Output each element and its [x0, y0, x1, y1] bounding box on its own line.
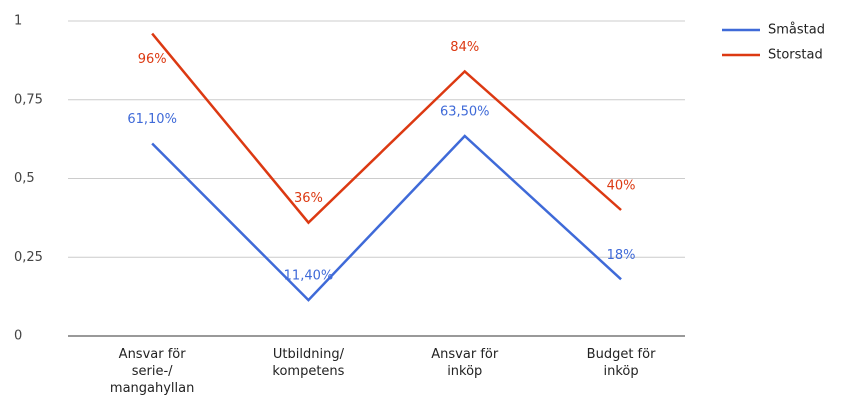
x-tick-label: Utbildning/ kompetens — [272, 347, 345, 379]
y-tick-label: 1 — [14, 14, 22, 29]
legend-label: Småstad — [768, 23, 825, 38]
y-tick-label: 0 — [14, 329, 22, 344]
x-tick-label: Budget för inköp — [586, 347, 656, 379]
data-label: 63,50% — [440, 104, 490, 119]
data-label: 61,10% — [127, 112, 177, 127]
x-tick-label: Ansvar för serie-/ mangahyllan — [109, 347, 195, 396]
data-label: 40% — [607, 179, 636, 194]
y-tick-label: 0,75 — [14, 92, 43, 107]
data-label: 18% — [607, 248, 636, 263]
data-label: 96% — [138, 52, 167, 67]
data-label: 11,40% — [284, 269, 334, 284]
data-label: 84% — [450, 40, 479, 55]
series-line — [151, 134, 622, 302]
data-label: 36% — [294, 191, 323, 206]
series-line — [151, 32, 622, 225]
y-tick-label: 0,5 — [14, 171, 35, 186]
x-tick-label: Ansvar för inköp — [431, 347, 499, 379]
legend-label: Storstad — [768, 48, 823, 63]
y-tick-label: 0,25 — [14, 250, 43, 265]
